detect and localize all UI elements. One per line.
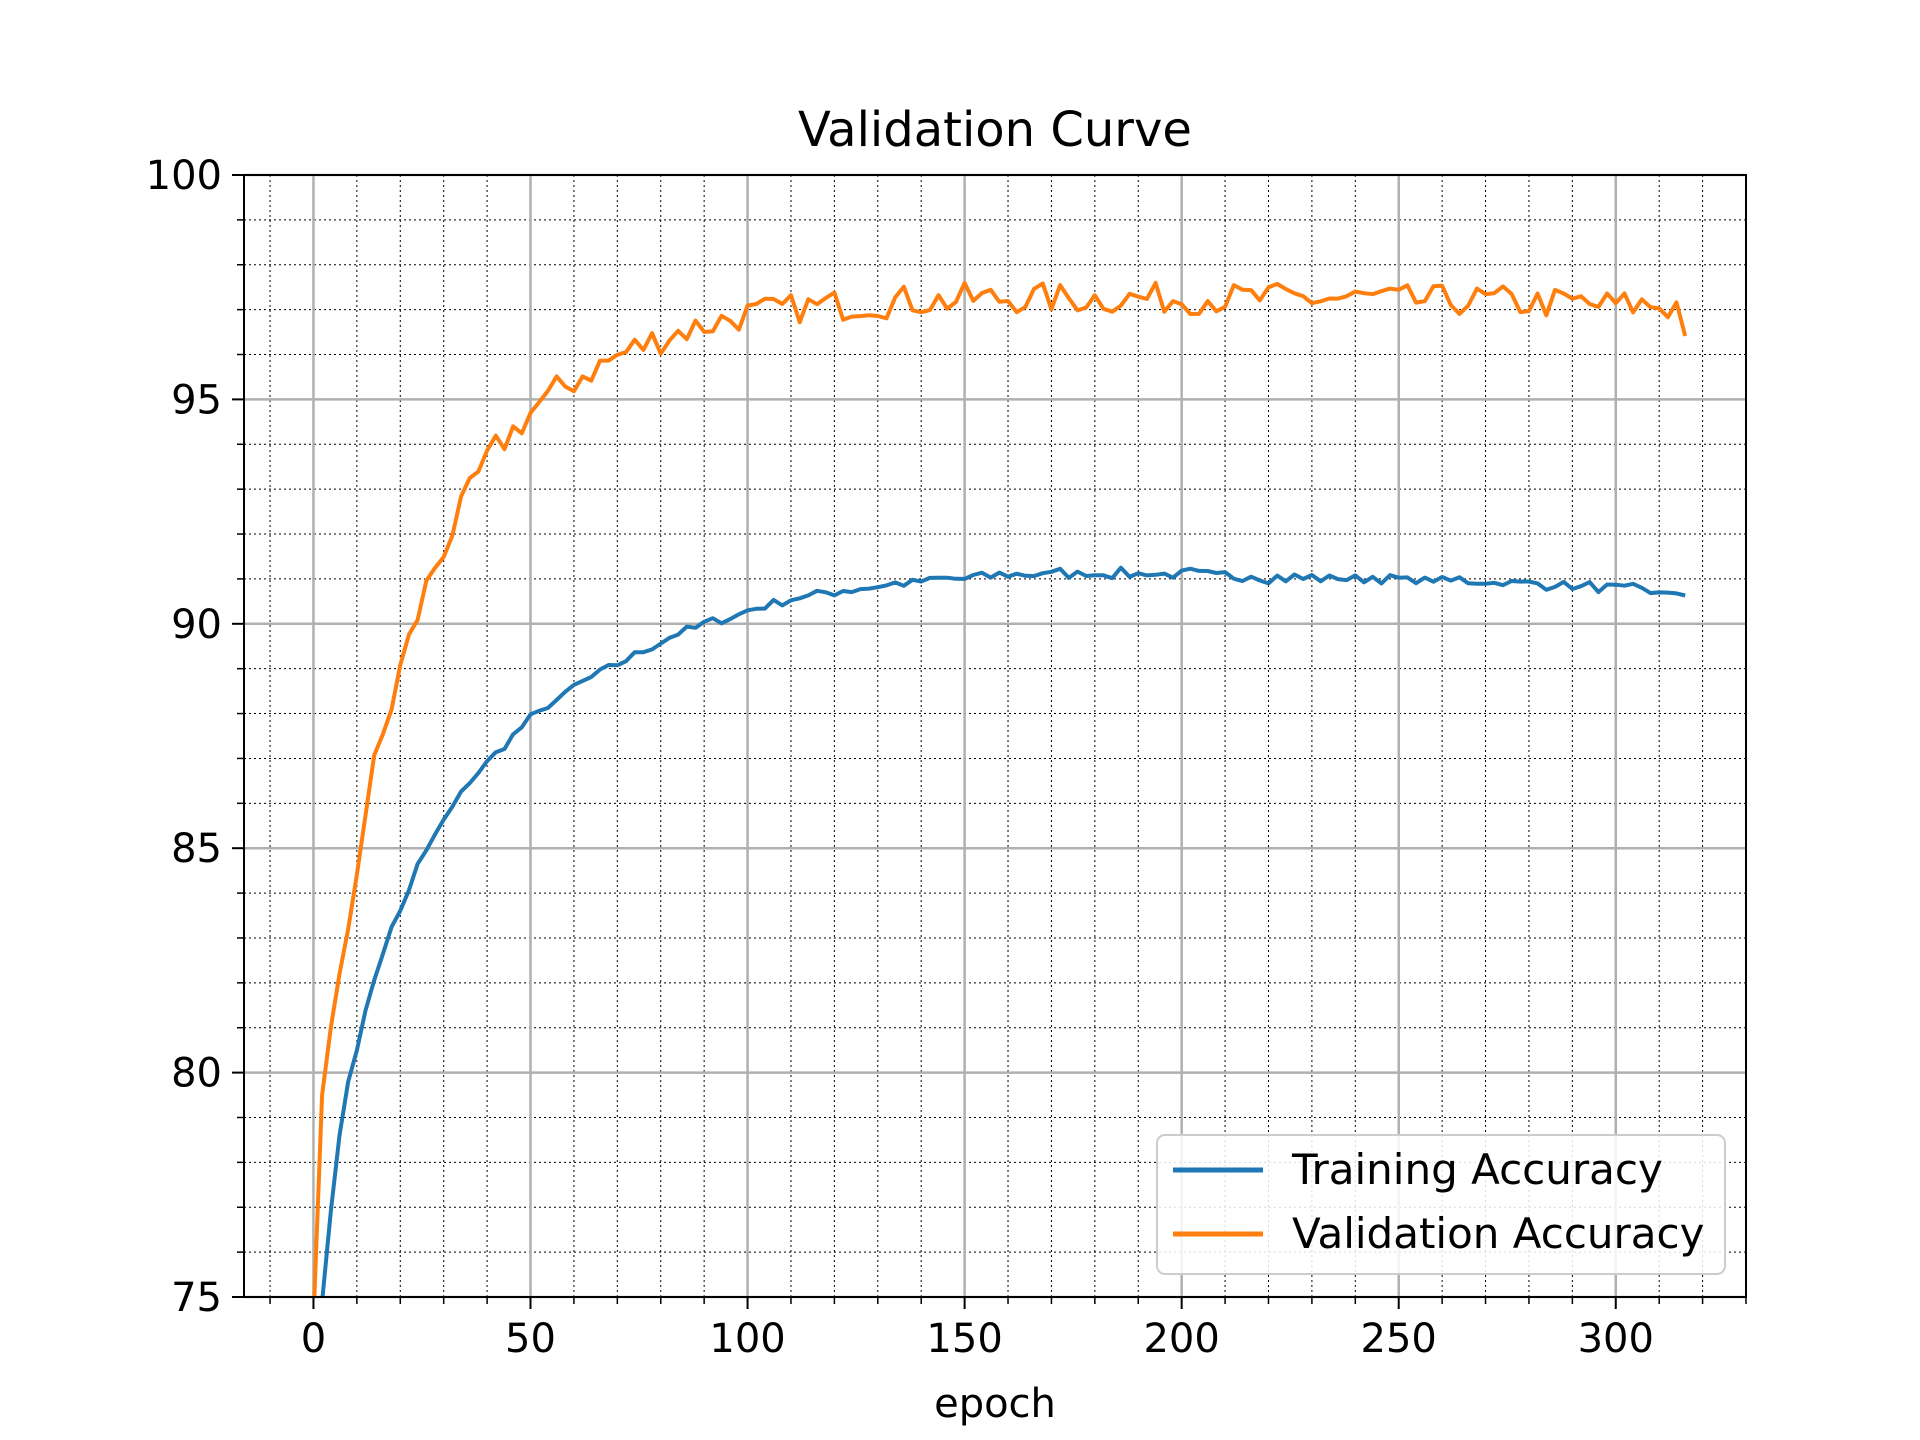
y-tick-label: 85 bbox=[171, 826, 222, 872]
x-tick-label: 250 bbox=[1361, 1316, 1437, 1362]
plot-frame bbox=[243, 174, 1747, 1298]
legend-label-training: Training Accuracy bbox=[1291, 1145, 1663, 1194]
x-tick-label: 300 bbox=[1578, 1316, 1654, 1362]
grid bbox=[244, 173, 1747, 1299]
series-line-training bbox=[320, 565, 1686, 1297]
legend: Training Accuracy Validation Accuracy bbox=[1156, 1134, 1726, 1275]
legend-label-validation: Validation Accuracy bbox=[1292, 1209, 1705, 1258]
y-tick-label: 80 bbox=[171, 1051, 222, 1097]
chart-title: Validation Curve bbox=[798, 102, 1192, 158]
x-tick-label: 150 bbox=[926, 1316, 1002, 1362]
x-tick-label: 50 bbox=[505, 1316, 556, 1362]
y-tick-label: 100 bbox=[146, 153, 222, 199]
legend-box bbox=[1156, 1134, 1726, 1275]
axis-ticks: 0 50 100 150 200 250 300 75 80 85 90 95 100 bbox=[146, 153, 1747, 1362]
x-axis-label: epoch bbox=[934, 1381, 1056, 1427]
series-line-validation bbox=[312, 280, 1688, 1297]
y-tick-label: 95 bbox=[171, 377, 222, 423]
y-tick-label: 75 bbox=[171, 1275, 222, 1321]
y-tick-label: 90 bbox=[171, 602, 222, 648]
x-tick-label: 100 bbox=[709, 1316, 785, 1362]
x-tick-label: 0 bbox=[301, 1316, 326, 1362]
x-tick-label: 200 bbox=[1143, 1316, 1219, 1362]
series-lines bbox=[312, 280, 1688, 1297]
